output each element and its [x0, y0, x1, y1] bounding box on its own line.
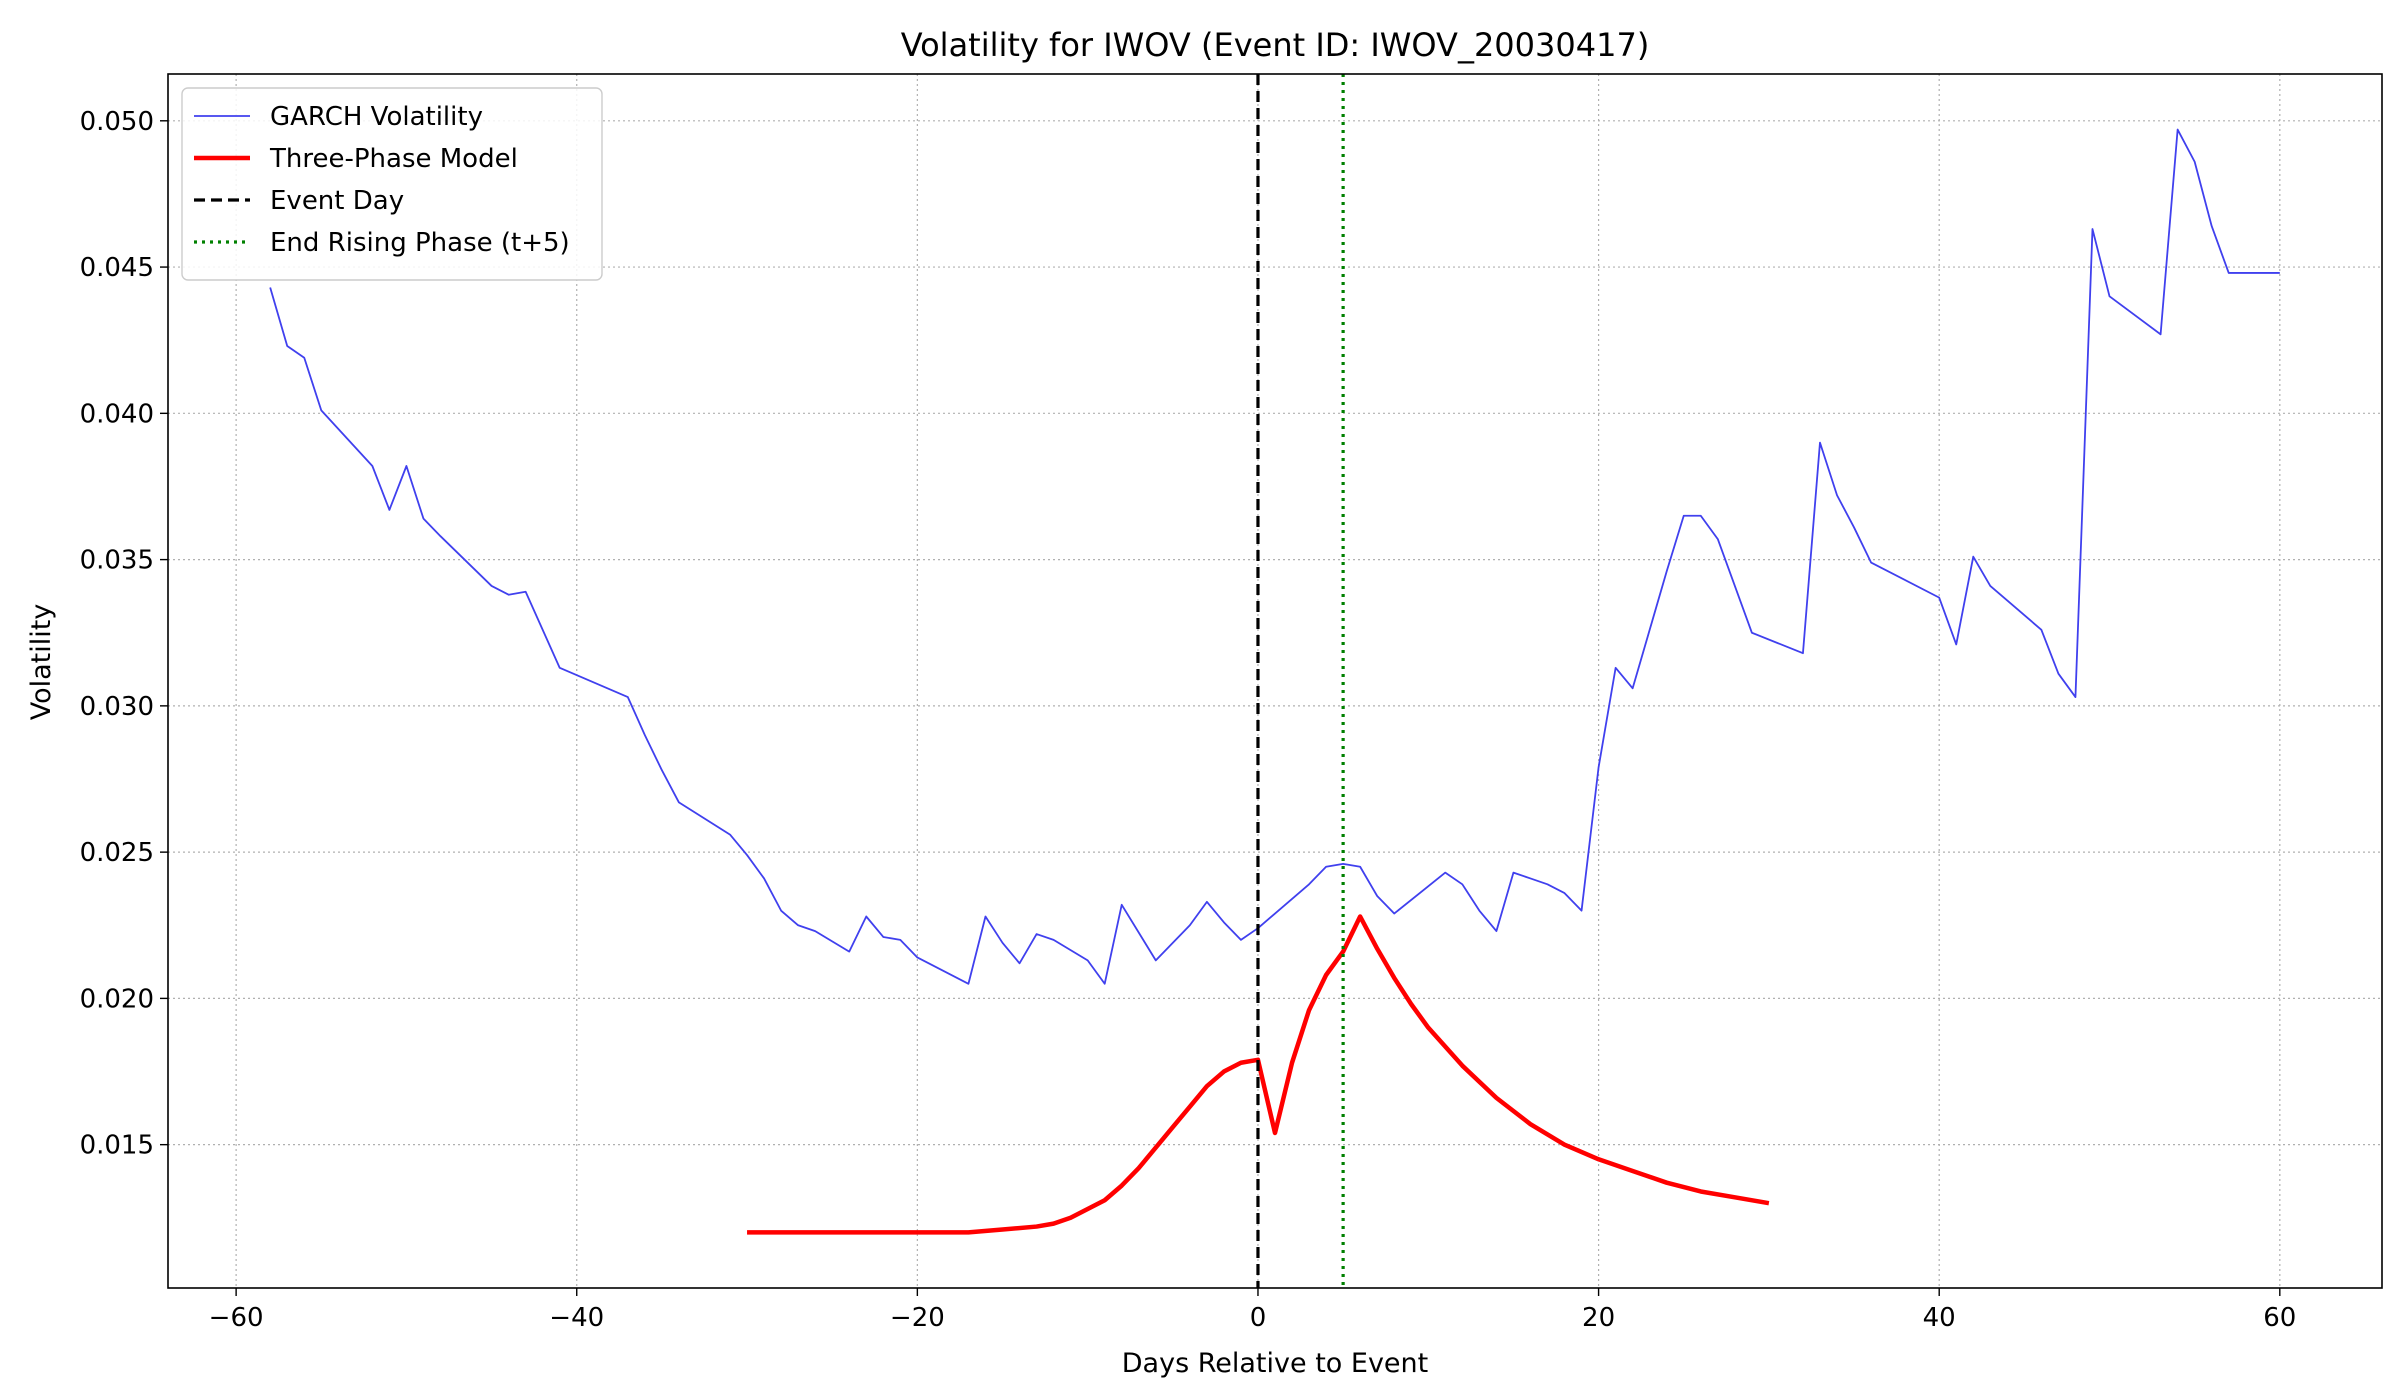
tick-layer: −60 −40 −20 0 20 40 60 0.015 0.020 0.025 0.030 0.03… — [80, 107, 2297, 1333]
y-tick-label: 0.015 — [80, 1131, 154, 1161]
y-tick-label: 0.020 — [80, 984, 154, 1014]
series-0-line — [269, 128, 2280, 985]
series-1-line — [747, 914, 1770, 1235]
y-tick-label: 0.040 — [80, 399, 154, 429]
legend-entry-label: Event Day — [270, 186, 404, 216]
x-tick-label: 60 — [2263, 1303, 2296, 1333]
legend: GARCH Volatility Three-Phase Model Event D… — [181, 87, 603, 281]
legend-box — [181, 87, 603, 281]
y-tick-label: 0.050 — [80, 107, 154, 137]
series-layer — [269, 74, 2280, 1288]
legend-entry-label: Three-Phase Model — [269, 144, 518, 174]
x-tick-label: 0 — [1250, 1303, 1267, 1333]
y-tick-label: 0.025 — [80, 838, 154, 868]
y-axis-label: Volatility — [26, 604, 57, 721]
x-axis-label: Days Relative to Event — [1122, 1348, 1428, 1379]
x-tick-label: −40 — [549, 1303, 604, 1333]
legend-entry-label: GARCH Volatility — [270, 102, 483, 132]
x-tick-label: 20 — [1582, 1303, 1615, 1333]
y-tick-label: 0.045 — [80, 253, 154, 283]
y-tick-label: 0.035 — [80, 546, 154, 576]
x-tick-label: 40 — [1923, 1303, 1956, 1333]
plot-frame — [167, 73, 2383, 1289]
chart-title: Volatility for IWOV (Event ID: IWOV_2003… — [901, 26, 1650, 64]
y-tick-label: 0.030 — [80, 692, 154, 722]
x-tick-label: −60 — [209, 1303, 264, 1333]
legend-entry-label: End Rising Phase (t+5) — [270, 228, 570, 258]
x-tick-label: −20 — [890, 1303, 945, 1333]
